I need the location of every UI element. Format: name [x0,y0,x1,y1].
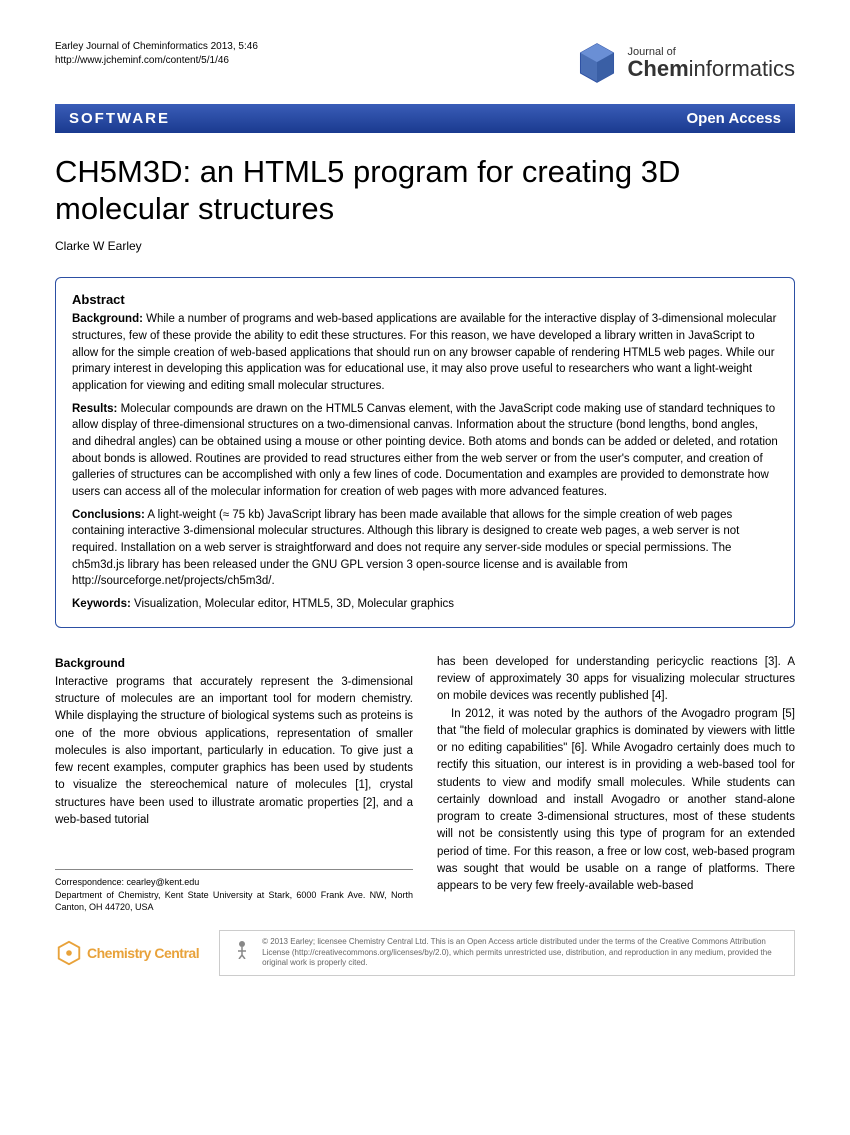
abstract-box: Abstract Background: While a number of p… [55,277,795,627]
hexagon-icon [574,40,620,86]
abstract-background: Background: While a number of programs a… [72,311,778,394]
abstract-conclusions: Conclusions: A light-weight (≈ 75 kb) Ja… [72,507,778,590]
section-heading-background: Background [55,654,413,672]
correspondence-address: Department of Chemistry, Kent State Univ… [55,889,413,914]
hexagon-icon [55,939,83,967]
abstract-heading: Abstract [72,292,778,307]
citation-block: Earley Journal of Cheminformatics 2013, … [55,40,258,67]
biomed-icon [230,937,254,963]
chemistry-central-logo: Chemistry Central [55,939,199,967]
article-title: CH5M3D: an HTML5 program for creating 3D… [55,153,795,227]
column-left: Background Interactive programs that acc… [55,654,413,914]
body-columns: Background Interactive programs that acc… [55,654,795,914]
page-container: Earley Journal of Cheminformatics 2013, … [0,0,850,1006]
journal-title-text: Journal of Cheminformatics [628,47,795,80]
correspondence-block: Correspondence: cearley@kent.edu Departm… [55,869,413,914]
author-name: Clarke W Earley [55,239,795,253]
header-row: Earley Journal of Cheminformatics 2013, … [55,40,795,86]
citation-line: Earley Journal of Cheminformatics 2013, … [55,40,258,54]
category-banner: SOFTWARE Open Access [55,104,795,133]
column-right: has been developed for understanding per… [437,654,795,914]
journal-logo: Journal of Cheminformatics [574,40,795,86]
license-box: © 2013 Earley; licensee Chemistry Centra… [219,930,795,976]
body-paragraph: In 2012, it was noted by the authors of … [437,706,795,896]
abstract-results: Results: Molecular compounds are drawn o… [72,401,778,501]
abstract-keywords: Keywords: Visualization, Molecular edito… [72,596,778,613]
license-text: © 2013 Earley; licensee Chemistry Centra… [262,937,784,969]
cc-logo-text: Chemistry Central [87,945,199,961]
banner-access: Open Access [687,110,782,127]
footer-row: Chemistry Central © 2013 Earley; license… [55,930,795,976]
journal-name: Cheminformatics [628,58,795,80]
banner-category: SOFTWARE [69,110,170,127]
citation-url: http://www.jcheminf.com/content/5/1/46 [55,54,258,68]
body-paragraph: Interactive programs that accurately rep… [55,674,413,829]
body-paragraph: has been developed for understanding per… [437,654,795,706]
correspondence-email: Correspondence: cearley@kent.edu [55,876,413,889]
